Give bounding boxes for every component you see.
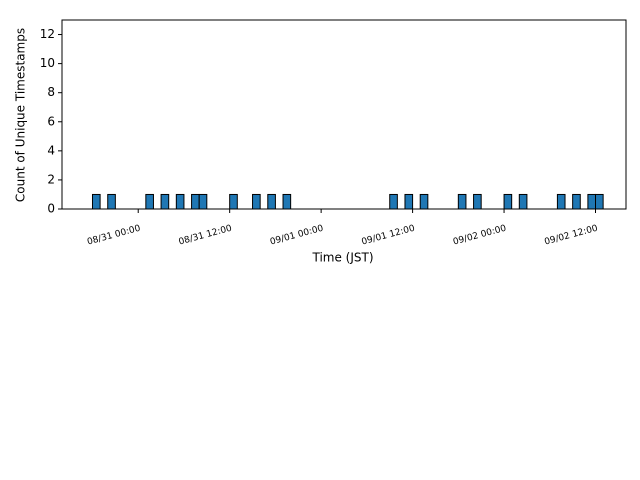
y-axis-label: Count of Unique Timestamps	[14, 28, 28, 202]
y-tick-label: 4	[47, 143, 55, 157]
bar	[282, 193, 292, 210]
bar	[145, 193, 154, 210]
y-tick-label: 10	[40, 56, 55, 70]
bar	[160, 193, 170, 210]
bar	[556, 193, 566, 210]
bar	[91, 193, 101, 210]
y-tick-label: 6	[47, 114, 55, 128]
x-tick-label: 08/31 12:00	[178, 224, 234, 248]
x-tick-label: 09/01 00:00	[269, 224, 325, 248]
y-tick-label: 8	[47, 85, 55, 99]
bar	[198, 193, 208, 210]
x-tick-label: 08/31 00:00	[86, 224, 142, 248]
bar	[419, 193, 429, 210]
bar	[518, 193, 528, 210]
bar	[191, 193, 200, 210]
x-tick-label: 09/02 12:00	[543, 224, 599, 248]
bar	[404, 193, 414, 210]
bar	[107, 193, 116, 210]
bar	[229, 193, 238, 210]
bar	[503, 193, 513, 210]
bar	[457, 193, 467, 210]
plot-frame	[61, 19, 627, 210]
bar	[175, 193, 185, 210]
y-tick-label: 2	[47, 172, 55, 186]
bar	[252, 193, 261, 210]
y-tick-label: 12	[40, 27, 55, 41]
bar	[389, 193, 398, 210]
x-tick-label: 09/01 12:00	[361, 224, 417, 248]
bar	[473, 193, 482, 210]
y-tick-label: 0	[47, 202, 55, 216]
bar	[267, 193, 276, 210]
x-tick-label: 09/02 00:00	[452, 224, 508, 248]
bar	[587, 193, 597, 210]
bar	[572, 193, 581, 210]
bar	[595, 193, 604, 210]
x-axis-label: Time (JST)	[311, 251, 373, 265]
